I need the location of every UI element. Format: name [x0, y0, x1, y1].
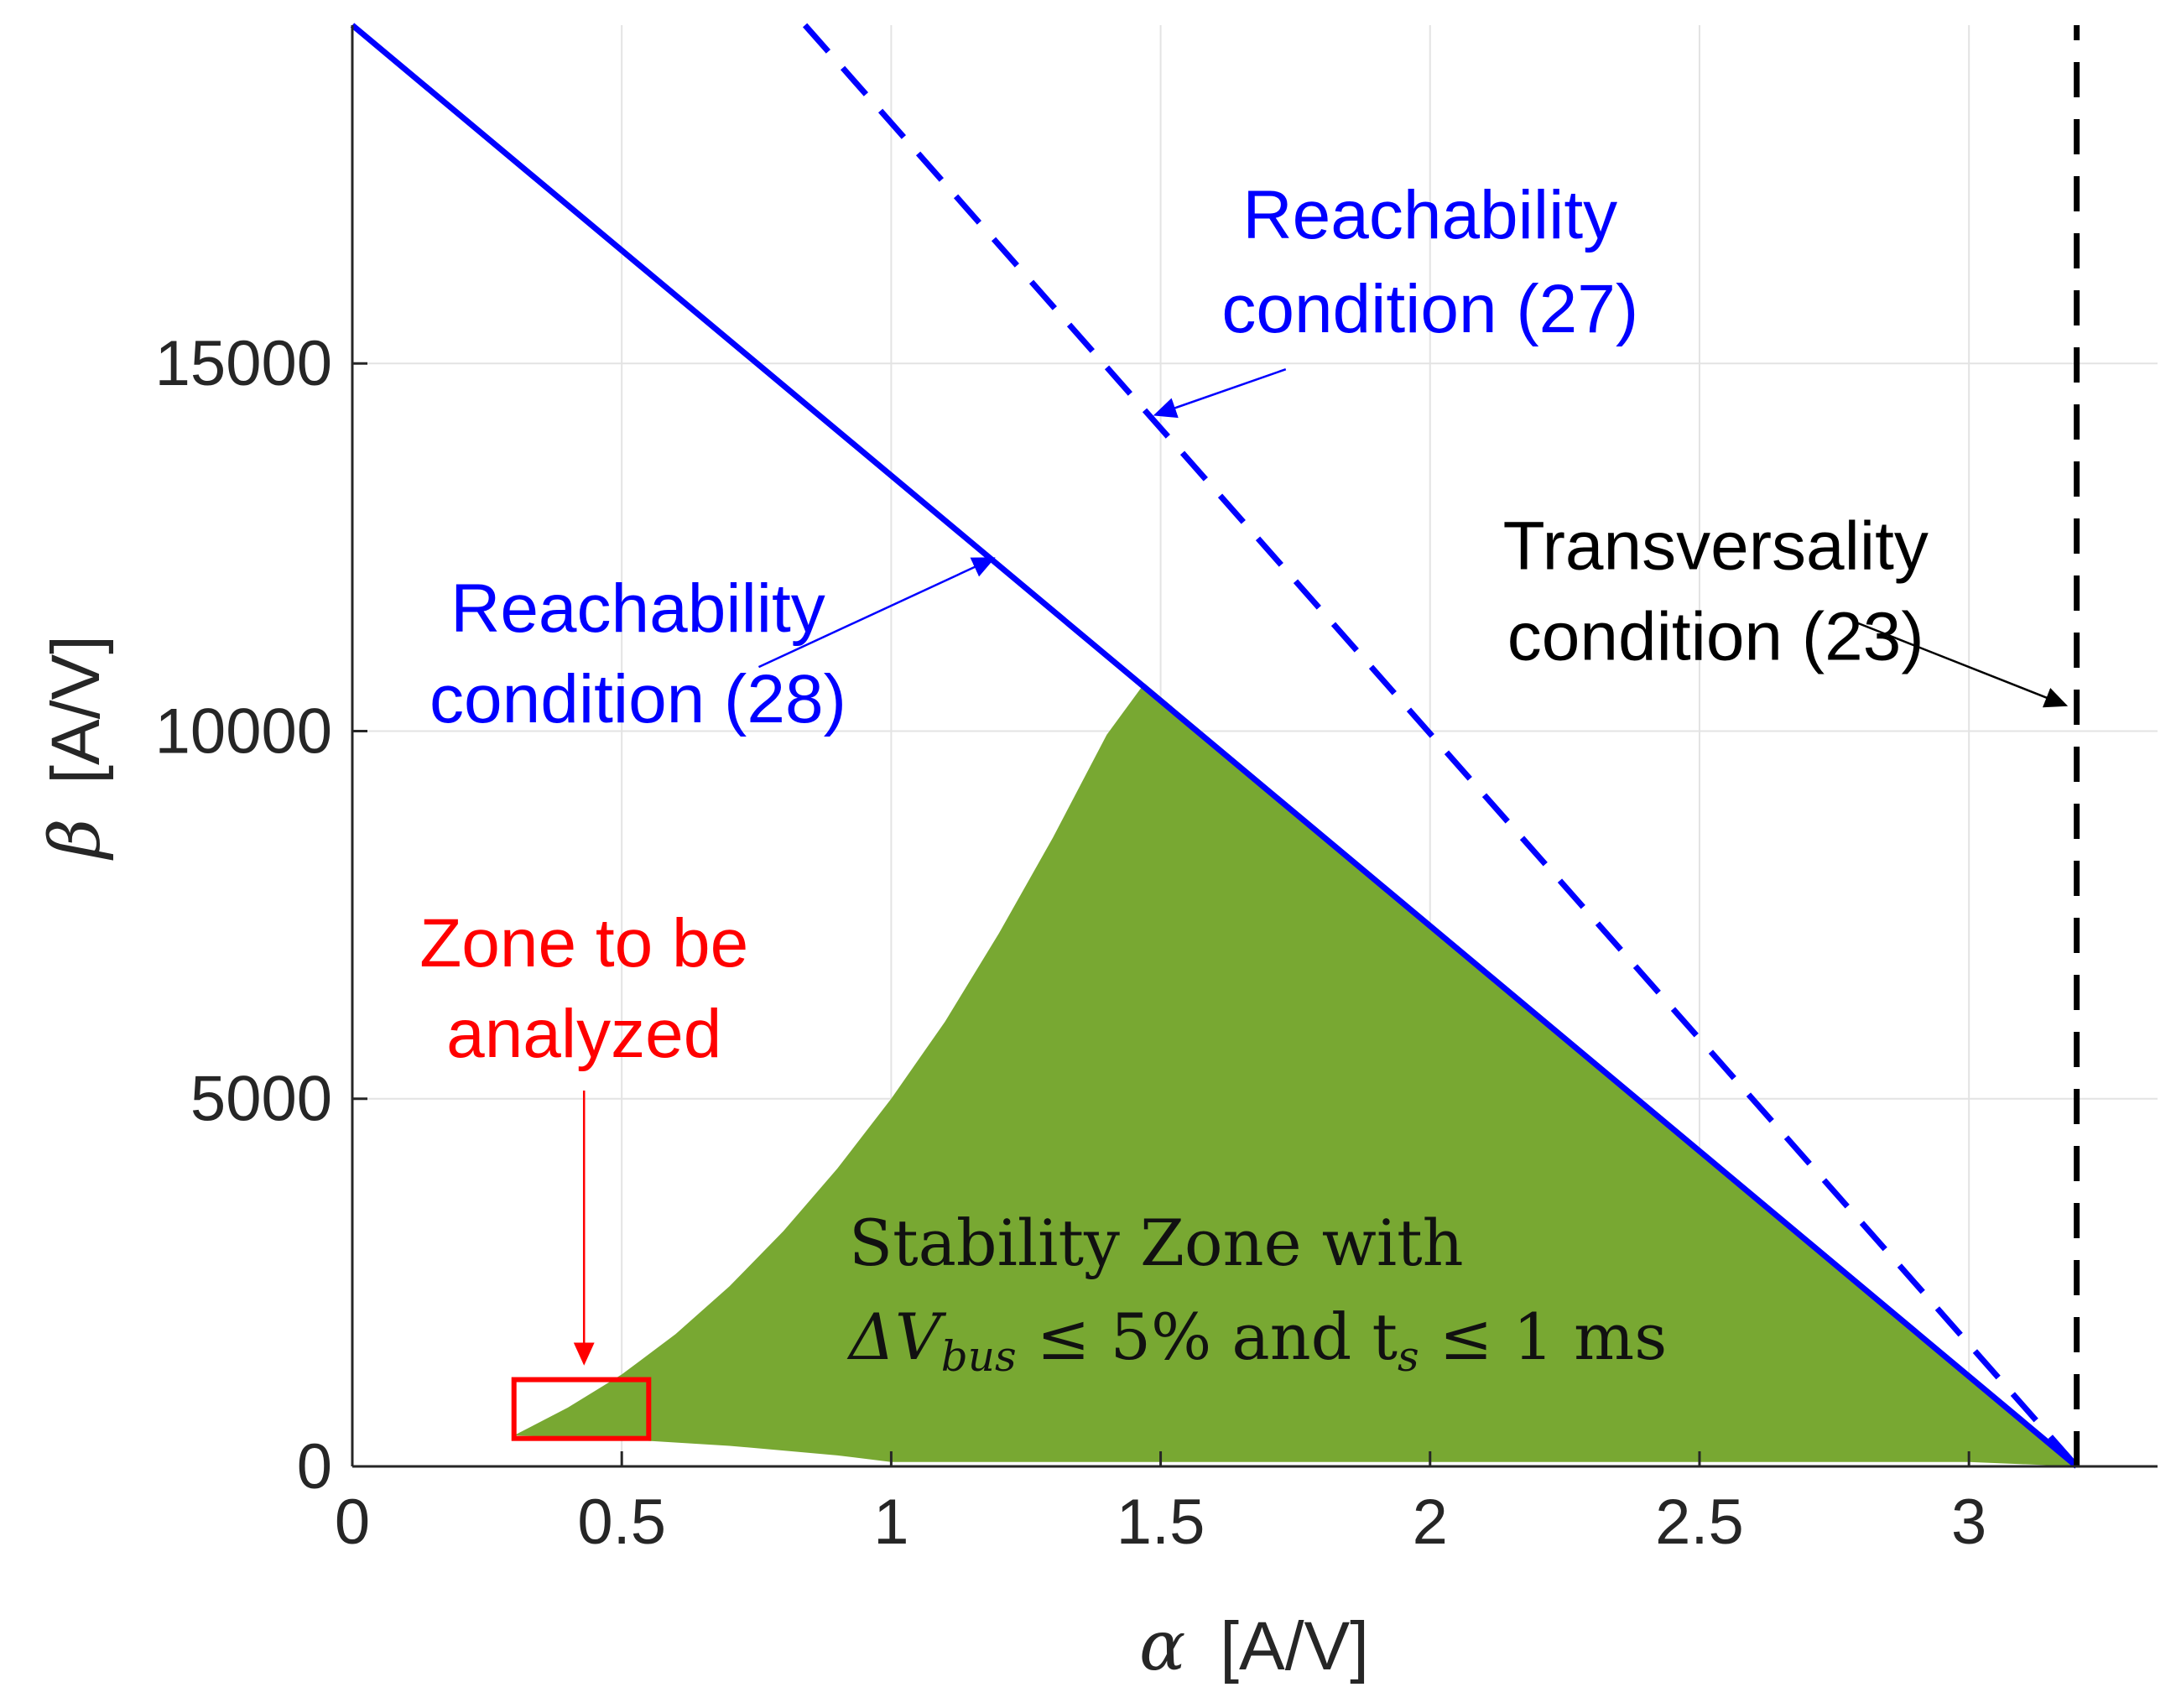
- x-axis-label: α [A/V]: [1139, 1606, 1369, 1686]
- annotation-zone: Zone to be analyzed: [419, 905, 748, 1366]
- y-tick-label: 5000: [190, 1064, 332, 1135]
- zone-condition-mid: ≤ 5% and t: [1017, 1299, 1398, 1374]
- x-axis-unit: [A/V]: [1220, 1608, 1369, 1685]
- stability-zone-label: Stability Zone with ΔVbus ≤ 5% and ts ≤ …: [846, 1205, 1667, 1381]
- stability-zone-area: [513, 683, 2077, 1466]
- annotation-reach28-line1: Reachability: [450, 570, 825, 647]
- stability-zone-label-line1: Stability Zone with: [849, 1205, 1464, 1280]
- annotation-trans23-line2: condition (23): [1507, 599, 1924, 675]
- annotation-reach28-line2: condition (28): [429, 661, 846, 737]
- annotation-zone-line1: Zone to be: [419, 905, 748, 982]
- annotation-reach27: Reachability condition (27): [1153, 177, 1638, 419]
- stability-zone-label-line2: ΔVbus ≤ 5% and ts ≤ 1 ms: [846, 1299, 1667, 1381]
- y-axis-symbol: β: [36, 819, 116, 861]
- annotation-reach28: Reachability condition (28): [429, 557, 996, 737]
- zone-condition-end: ≤ 1 ms: [1419, 1299, 1668, 1374]
- x-tick-label: 0.5: [577, 1487, 666, 1558]
- x-tick-label: 3: [1951, 1487, 1986, 1558]
- x-tick-label: 1: [873, 1487, 908, 1558]
- annotation-reach27-line2: condition (27): [1221, 271, 1638, 347]
- axes-frame: [351, 25, 2158, 1468]
- stability-zone-layer: [511, 683, 2077, 1466]
- ticks: 0 0.5 1 1.5 2 2.5 3 0 5000 10000 15000: [155, 328, 1987, 1558]
- annotation-reach28-arrow: [757, 557, 996, 669]
- annotation-trans23-line1: Transversality: [1503, 508, 1929, 585]
- annotations: Reachability condition (27) Reachability co…: [419, 177, 2069, 1366]
- x-tick-label: 2: [1413, 1487, 1448, 1558]
- zone-to-be-analyzed-box: [511, 1377, 652, 1441]
- y-axis-unit: [A/V]: [38, 635, 114, 784]
- annotation-reach27-line1: Reachability: [1242, 177, 1617, 253]
- reachability-28-line: [350, 23, 2079, 1469]
- y-tick-label: 15000: [155, 328, 332, 399]
- x-tick-label: 0: [335, 1487, 370, 1558]
- annotation-reach27-arrow: [1153, 368, 1287, 419]
- y-axis-label: β [A/V]: [36, 635, 116, 861]
- x-tick-label: 2.5: [1655, 1487, 1744, 1558]
- bus-subscript: bus: [941, 1332, 1017, 1381]
- annotation-trans23: Transversality condition (23): [1503, 508, 2069, 708]
- y-tick-label: 10000: [155, 695, 332, 767]
- annotation-zone-line2: analyzed: [446, 996, 721, 1072]
- reachability-27-line: [802, 23, 2080, 1469]
- ts-subscript: s: [1398, 1332, 1419, 1381]
- annotation-trans23-arrow: [1852, 620, 2069, 708]
- delta-v-symbol: ΔV: [846, 1299, 947, 1374]
- x-axis-symbol: α: [1139, 1606, 1185, 1686]
- y-tick-label: 0: [297, 1431, 332, 1502]
- series-layer: [350, 23, 2080, 1469]
- x-tick-label: 1.5: [1117, 1487, 1205, 1558]
